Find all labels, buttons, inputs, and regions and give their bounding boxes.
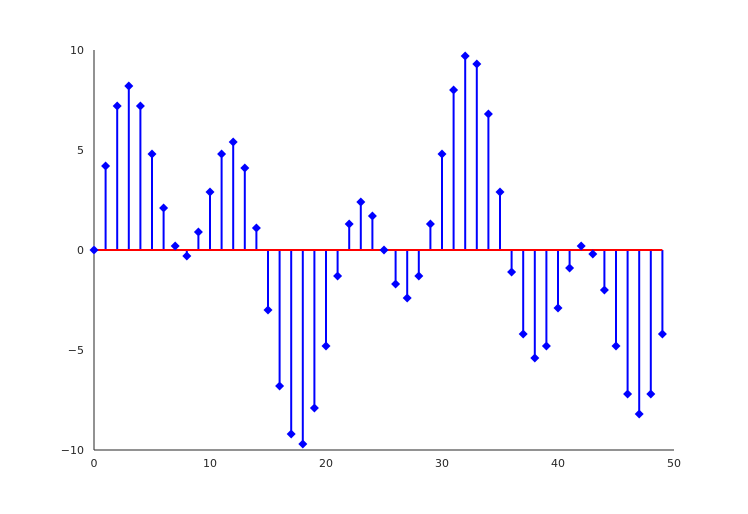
data-point bbox=[321, 341, 331, 351]
data-point bbox=[379, 245, 389, 255]
data-point bbox=[298, 439, 308, 449]
data-point bbox=[646, 389, 656, 399]
data-point bbox=[518, 329, 528, 339]
data-point bbox=[101, 161, 111, 171]
y-tick-label: 5 bbox=[77, 144, 84, 157]
data-point bbox=[391, 279, 401, 289]
data-point bbox=[217, 149, 227, 159]
data-point bbox=[228, 137, 238, 147]
data-point bbox=[275, 381, 285, 391]
data-point bbox=[657, 329, 667, 339]
data-point bbox=[112, 101, 122, 111]
data-point bbox=[449, 85, 459, 95]
y-tick-label: −10 bbox=[61, 444, 84, 457]
data-point bbox=[124, 81, 134, 91]
x-tick-label: 10 bbox=[203, 457, 217, 470]
data-point bbox=[309, 403, 319, 413]
y-tick-label: −5 bbox=[68, 344, 84, 357]
data-point bbox=[588, 249, 598, 259]
data-point bbox=[472, 59, 482, 69]
data-point bbox=[135, 101, 145, 111]
data-point bbox=[565, 263, 575, 273]
x-tick-label: 0 bbox=[91, 457, 98, 470]
data-point bbox=[634, 409, 644, 419]
data-point bbox=[541, 341, 551, 351]
data-point bbox=[251, 223, 261, 233]
data-point bbox=[240, 163, 250, 173]
data-point bbox=[553, 303, 563, 313]
data-point bbox=[159, 203, 169, 213]
data-point bbox=[623, 389, 633, 399]
markers bbox=[89, 51, 667, 449]
data-point bbox=[356, 197, 366, 207]
data-point bbox=[333, 271, 343, 281]
data-point bbox=[263, 305, 273, 315]
data-point bbox=[425, 219, 435, 229]
data-point bbox=[530, 353, 540, 363]
y-tick-label: 10 bbox=[70, 44, 84, 57]
x-tick-label: 50 bbox=[667, 457, 681, 470]
data-point bbox=[205, 187, 215, 197]
data-point bbox=[414, 271, 424, 281]
data-point bbox=[402, 293, 412, 303]
y-axis: −10 −5 0 5 10 bbox=[61, 44, 95, 457]
data-point bbox=[460, 51, 470, 61]
data-point bbox=[437, 149, 447, 159]
data-point bbox=[507, 267, 517, 277]
data-point bbox=[193, 227, 203, 237]
x-tick-label: 20 bbox=[319, 457, 333, 470]
data-point bbox=[599, 285, 609, 295]
data-point bbox=[495, 187, 505, 197]
data-point bbox=[286, 429, 296, 439]
x-axis: 0 10 20 30 40 50 bbox=[91, 449, 681, 470]
data-point bbox=[611, 341, 621, 351]
data-point bbox=[576, 241, 586, 251]
data-point bbox=[344, 219, 354, 229]
x-tick-label: 30 bbox=[435, 457, 449, 470]
data-point bbox=[367, 211, 377, 221]
data-point bbox=[170, 241, 180, 251]
data-point bbox=[147, 149, 157, 159]
data-point bbox=[89, 245, 99, 255]
y-tick-label: 0 bbox=[77, 244, 84, 257]
data-point bbox=[182, 251, 192, 261]
data-point bbox=[483, 109, 493, 119]
x-tick-label: 40 bbox=[551, 457, 565, 470]
